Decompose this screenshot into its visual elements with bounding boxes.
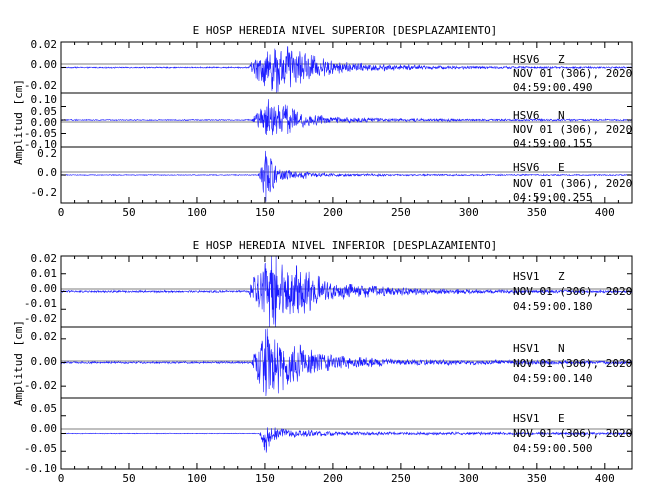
station-label: HSV1	[513, 342, 540, 355]
y-tick-label: 0.05	[31, 105, 58, 118]
x-tick-label: 100	[187, 206, 207, 219]
y-tick-label: -0.02	[24, 79, 57, 92]
trace-panel: 0.10 0.05 0.00 -0.05 -0.10 HSV6 N NOV 01…	[24, 92, 633, 151]
y-tick-label: 0.00	[31, 422, 58, 435]
y-tick-label: 0.00	[31, 116, 58, 129]
y-tick-label: 0.2	[37, 147, 57, 160]
component-label: Z	[558, 53, 565, 66]
y-tick-label: 0.02	[31, 330, 58, 343]
station-label: HSV6	[513, 161, 540, 174]
station-label: HSV1	[513, 412, 540, 425]
x-tick-label: 350	[527, 472, 547, 485]
y-tick-label: 0.00	[31, 282, 58, 295]
station-label: HSV6	[513, 53, 540, 66]
x-tick-label: 400	[595, 206, 615, 219]
date-label: NOV 01 (306), 2020	[513, 67, 632, 80]
date-label: NOV 01 (306), 2020	[513, 123, 632, 136]
trace-panel: 0.2 0.0 -0.2 HSV6 E NOV 01 (306), 2020 0…	[31, 146, 633, 204]
x-tick-label: 50	[122, 206, 135, 219]
x-tick-label: 350	[527, 206, 547, 219]
y-tick-label: -0.02	[24, 379, 57, 392]
time-label: 04:59:00.140	[513, 372, 592, 385]
x-tick-label: 150	[255, 472, 275, 485]
time-label: 04:59:00.490	[513, 81, 592, 94]
x-tick-label: 100	[187, 472, 207, 485]
y-tick-label: -0.05	[24, 127, 57, 140]
chart-title: E HOSP HEREDIA NIVEL SUPERIOR [DESPLAZAM…	[193, 24, 498, 37]
time-label: 04:59:00.255	[513, 191, 592, 204]
component-label: Z	[558, 270, 565, 283]
y-axis-label: Amplitud [cm]	[12, 79, 25, 165]
seismic-trace	[60, 99, 633, 136]
seismic-trace	[60, 256, 633, 327]
time-label: 04:59:00.500	[513, 442, 592, 455]
x-tick-label: 400	[595, 472, 615, 485]
station-label: HSV1	[513, 270, 540, 283]
x-tick-label: 250	[391, 206, 411, 219]
seismic-trace	[60, 427, 633, 453]
x-tick-label: 300	[459, 472, 479, 485]
y-axis-label: Amplitud [cm]	[12, 320, 25, 406]
seismic-trace	[60, 328, 633, 396]
date-label: NOV 01 (306), 2020	[513, 357, 632, 370]
x-tick-label: 0	[58, 206, 65, 219]
y-tick-label: -0.10	[24, 462, 57, 475]
y-tick-label: -0.05	[24, 442, 57, 455]
y-tick-label: -0.01	[24, 297, 57, 310]
x-tick-label: 0	[58, 472, 65, 485]
y-tick-label: -0.2	[31, 186, 58, 199]
trace-panel: 0.05 0.00 -0.05 -0.10 HSV1 E NOV 01 (306…	[24, 397, 633, 475]
x-tick-label: 200	[323, 472, 343, 485]
date-label: NOV 01 (306), 2020	[513, 177, 632, 190]
y-tick-label: 0.02	[31, 252, 58, 265]
y-tick-label: 0.01	[31, 267, 58, 280]
y-tick-label: 0.0	[37, 166, 57, 179]
time-label: 04:59:00.180	[513, 300, 592, 313]
component-label: N	[558, 342, 565, 355]
y-tick-label: 0.00	[31, 355, 58, 368]
y-tick-label: 0.02	[31, 38, 58, 51]
y-tick-label: -0.02	[24, 312, 57, 325]
x-tick-label: 150	[255, 206, 275, 219]
seismic-trace	[60, 150, 633, 202]
date-label: NOV 01 (306), 2020	[513, 427, 632, 440]
component-label: N	[558, 109, 565, 122]
y-tick-label: 0.10	[31, 93, 58, 106]
time-label: 04:59:00.155	[513, 137, 592, 150]
x-tick-label: 50	[122, 472, 135, 485]
trace-panel: 0.02 0.00 -0.02 HSV6 Z NOV 01 (306), 202…	[24, 38, 633, 94]
trace-panel: 0.02 0.01 0.00 -0.01 -0.02 HSV1 Z NOV 01…	[24, 252, 633, 328]
chart-nivel-superior: E HOSP HEREDIA NIVEL SUPERIOR [DESPLAZAM…	[12, 24, 633, 219]
x-axis: 0 50 100 150 200 250 300 350 400	[58, 256, 633, 485]
x-axis: 0 50 100 150 200 250 300 350 400	[58, 42, 633, 219]
chart-title: E HOSP HEREDIA NIVEL INFERIOR [DESPLAZAM…	[193, 239, 498, 252]
component-label: E	[558, 161, 565, 174]
date-label: NOV 01 (306), 2020	[513, 285, 632, 298]
chart-nivel-inferior: E HOSP HEREDIA NIVEL INFERIOR [DESPLAZAM…	[12, 239, 633, 485]
component-label: E	[558, 412, 565, 425]
seismic-trace	[60, 46, 633, 93]
y-tick-label: 0.05	[31, 402, 58, 415]
x-tick-label: 300	[459, 206, 479, 219]
x-tick-label: 200	[323, 206, 343, 219]
y-tick-label: 0.00	[31, 58, 58, 71]
station-label: HSV6	[513, 109, 540, 122]
trace-panel: 0.02 0.00 -0.02 HSV1 N NOV 01 (306), 202…	[24, 326, 633, 399]
y-tick-label: -0.10	[24, 138, 57, 151]
x-tick-label: 250	[391, 472, 411, 485]
